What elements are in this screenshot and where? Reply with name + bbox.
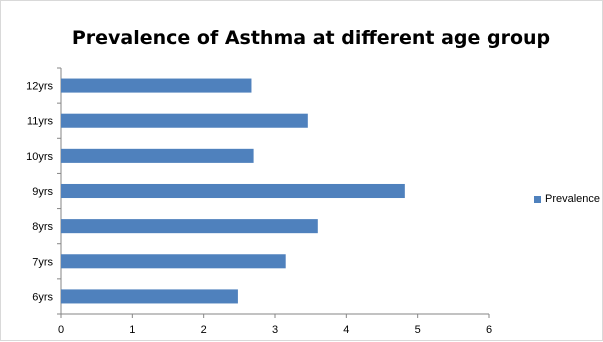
bar-7yrs (61, 254, 286, 269)
chart-title: Prevalence of Asthma at different age gr… (71, 27, 551, 49)
x-tick-label: 0 (58, 324, 64, 336)
y-tick-label: 6yrs (32, 291, 53, 303)
legend: Prevalence (534, 193, 600, 205)
y-tick-label: 8yrs (32, 221, 53, 233)
x-tick-label: 3 (272, 324, 278, 336)
x-tick-label: 6 (486, 324, 492, 336)
x-tick-label: 1 (129, 324, 135, 336)
bar-6yrs (61, 289, 238, 304)
bar-9yrs (61, 183, 405, 199)
bar-10yrs (61, 148, 254, 163)
x-tick-label: 5 (415, 324, 421, 336)
legend-label: Prevalence (545, 193, 601, 205)
bar-12yrs (61, 78, 252, 93)
y-tick-label: 11yrs (27, 116, 54, 128)
y-tick-label: 12yrs (26, 81, 53, 93)
x-tick-label: 4 (343, 324, 349, 336)
y-tick-label: 9yrs (32, 186, 53, 198)
bar-11yrs (61, 113, 308, 128)
bar-8yrs (61, 219, 318, 234)
y-tick-label: 10yrs (26, 151, 53, 163)
legend-swatch (534, 195, 541, 203)
x-tick-label: 2 (201, 324, 207, 336)
y-tick-label: 7yrs (32, 256, 53, 268)
